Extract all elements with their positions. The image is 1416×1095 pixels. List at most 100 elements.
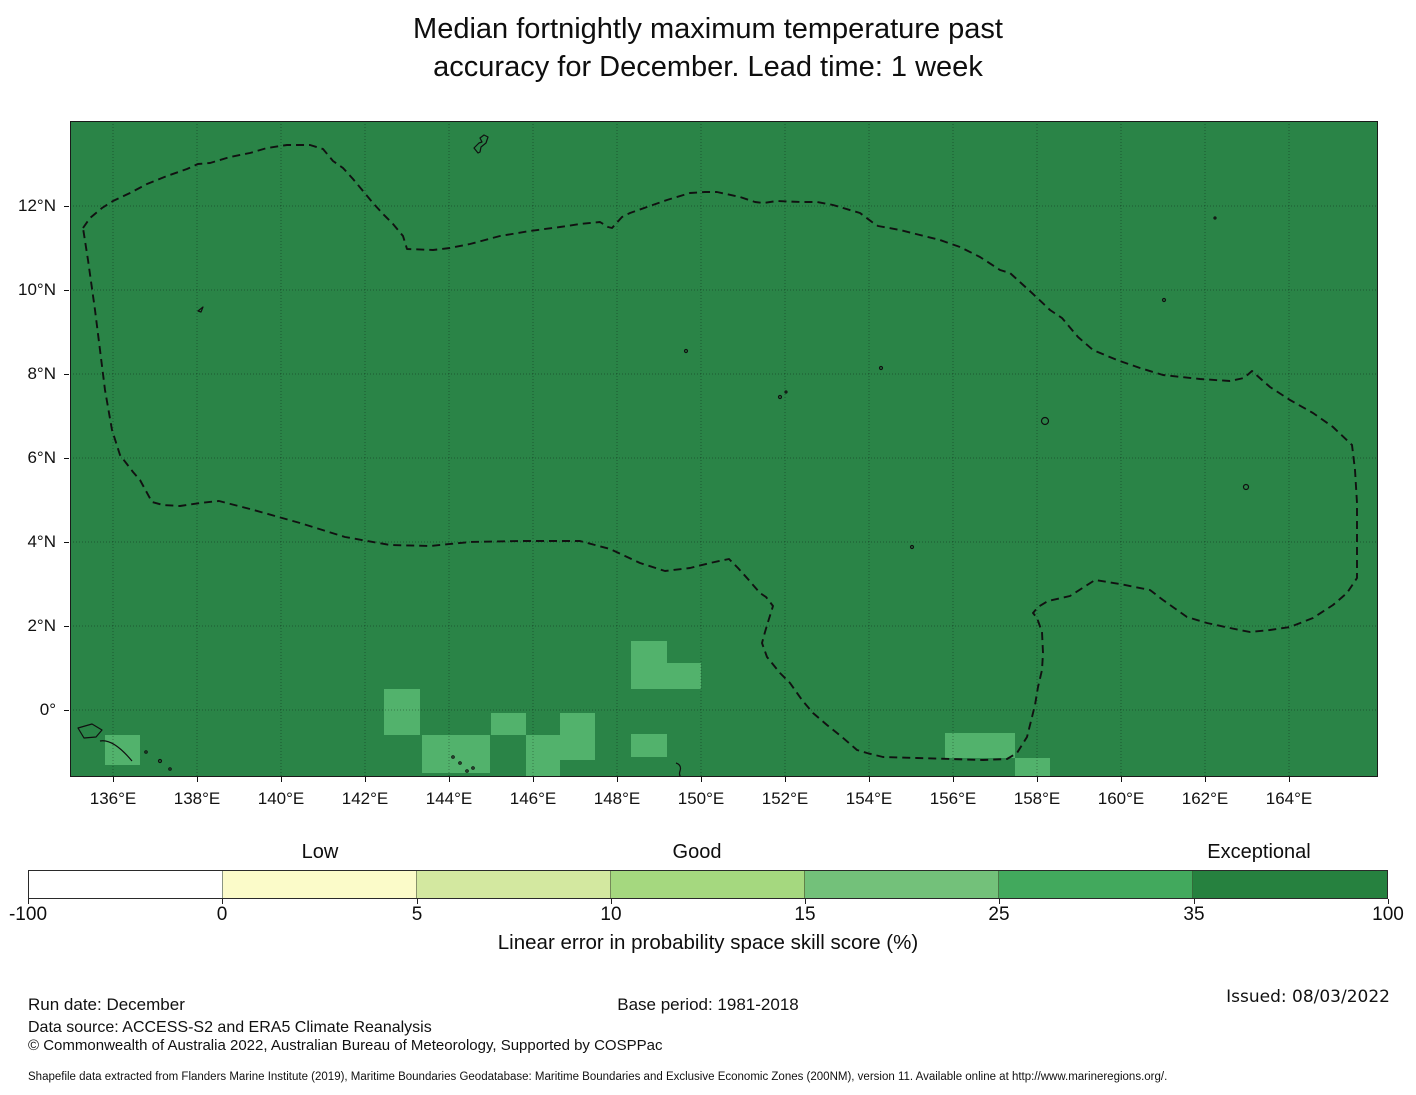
x-axis-tick-label: 160°E <box>1097 789 1145 808</box>
y-axis-tick-mark <box>64 374 69 375</box>
low-skill-patch <box>491 713 526 735</box>
x-axis-tick-mark <box>365 777 366 782</box>
figure-title-line-2: accuracy for December. Lead time: 1 week <box>433 51 983 83</box>
x-axis-tick-mark <box>1205 777 1206 782</box>
colorbar-tick-label: 25 <box>988 904 1010 925</box>
island-bismarck-blob <box>77 723 103 739</box>
colorbar-tick-label: 5 <box>411 904 423 925</box>
x-axis-tick-label: 158°E <box>1013 789 1061 808</box>
colorbar-segment-10-to-15 <box>611 871 805 898</box>
colorbar-tick-label: -100 <box>8 904 48 925</box>
island-new-ireland <box>99 740 133 762</box>
y-axis-tick-mark <box>64 710 69 711</box>
colorbar-tick-mark <box>611 899 612 904</box>
x-axis-tick-mark <box>449 777 450 782</box>
colorbar-tick-label: 100 <box>1372 904 1404 925</box>
x-axis-tick-mark <box>953 777 954 782</box>
y-axis-tick-mark <box>64 542 69 543</box>
island-chuuk-b <box>784 390 788 394</box>
x-axis-tick-mark <box>1121 777 1122 782</box>
colorbar-tick-mark <box>1194 899 1195 904</box>
y-axis-tick-label: 12°N <box>18 196 56 215</box>
x-axis-tick-mark <box>617 777 618 782</box>
x-axis-tick-label: 152°E <box>761 789 809 808</box>
colorbar <box>28 870 1388 899</box>
x-axis-tick-mark <box>197 777 198 782</box>
y-axis-tick-mark <box>64 206 69 207</box>
x-axis-tick-label: 146°E <box>509 789 557 808</box>
island-islet-2 <box>878 365 884 371</box>
x-axis-tick-mark <box>281 777 282 782</box>
y-axis-tick-label: 0° <box>39 700 56 719</box>
y-axis-tick-label: 10°N <box>18 280 56 299</box>
colorbar-tick-mark <box>222 899 223 904</box>
x-axis-tick-mark <box>869 777 870 782</box>
figure-title-line-1: Median fortnightly maximum temperature p… <box>413 13 1003 45</box>
map-frame <box>70 121 1378 777</box>
run-date-text: Run date: December <box>28 995 185 1014</box>
skill-map-canvas <box>70 121 1378 777</box>
x-axis-tick-label: 136°E <box>89 789 137 808</box>
colorbar-region-label-low: Low <box>301 841 339 863</box>
copyright-text: © Commonwealth of Australia 2022, Austra… <box>28 1037 663 1054</box>
colorbar-region-label-good: Good <box>672 841 722 863</box>
colorbar-tick-label: 10 <box>600 904 622 925</box>
low-skill-patch <box>560 713 595 760</box>
colorbar-tick-mark <box>28 899 29 904</box>
island-bismarck-dot-3 <box>144 750 148 754</box>
y-axis-tick-mark <box>64 626 69 627</box>
y-axis-tick-label: 2°N <box>27 616 56 635</box>
colorbar-tick-mark <box>805 899 806 904</box>
island-islet-3 <box>1161 297 1167 303</box>
x-axis-tick-label: 148°E <box>593 789 641 808</box>
colorbar-segment-25-to-35 <box>998 871 1194 898</box>
island-admiralty-2 <box>458 761 462 765</box>
low-skill-patch <box>384 689 420 735</box>
colorbar-segment-0-to-5 <box>222 871 418 898</box>
y-axis-tick-label: 8°N <box>27 364 56 383</box>
colorbar-segment-5-to-10 <box>417 871 612 898</box>
x-axis-tick-label: 138°E <box>173 789 221 808</box>
eez-boundary-dashed-line <box>82 144 1358 761</box>
island-bismarck-dot-2 <box>168 767 172 771</box>
low-skill-patch <box>631 734 667 757</box>
island-admiralty-3 <box>465 769 469 773</box>
island-admiralty-4 <box>471 766 475 770</box>
y-axis-tick-label: 4°N <box>27 532 56 551</box>
x-axis-tick-label: 156°E <box>929 789 977 808</box>
colorbar-segment--100-to-0 <box>29 871 223 898</box>
x-axis-tick-label: 140°E <box>257 789 305 808</box>
colorbar-segment-35-to-100 <box>1193 871 1388 898</box>
colorbar-region-label-exceptional: Exceptional <box>1207 841 1311 863</box>
low-skill-patch <box>631 641 667 689</box>
y-axis-tick-mark <box>64 290 69 291</box>
colorbar-tick-mark <box>417 899 418 904</box>
ocean-fill <box>70 121 1378 777</box>
colorbar-segment-15-to-25 <box>804 871 999 898</box>
low-skill-patch <box>945 733 1015 758</box>
island-admiralty-1 <box>451 755 455 759</box>
colorbar-tick-mark <box>999 899 1000 904</box>
y-axis-tick-label: 6°N <box>27 448 56 467</box>
island-islet-5 <box>1213 216 1217 220</box>
colorbar-tick-label: 35 <box>1183 904 1205 925</box>
low-skill-patch <box>105 735 140 765</box>
low-skill-patch <box>526 735 560 777</box>
x-axis-tick-label: 142°E <box>341 789 389 808</box>
island-yap <box>197 306 204 313</box>
x-axis-tick-mark <box>785 777 786 782</box>
x-axis-tick-label: 144°E <box>425 789 473 808</box>
low-skill-patch <box>422 735 490 773</box>
island-pohnpei <box>1040 416 1050 426</box>
x-axis-tick-label: 164°E <box>1265 789 1313 808</box>
map-plot-area <box>70 121 1378 777</box>
x-axis-tick-label: 162°E <box>1181 789 1229 808</box>
shapefile-attribution-text: Shapefile data extracted from Flanders M… <box>28 1071 1168 1083</box>
low-skill-patch <box>1015 758 1050 777</box>
x-axis-tick-label: 154°E <box>845 789 893 808</box>
x-axis-tick-mark <box>701 777 702 782</box>
colorbar-tick-label: 15 <box>794 904 816 925</box>
issued-date-text: Issued: 08/03/2022 <box>1226 987 1390 1007</box>
low-skill-patch <box>667 663 701 689</box>
